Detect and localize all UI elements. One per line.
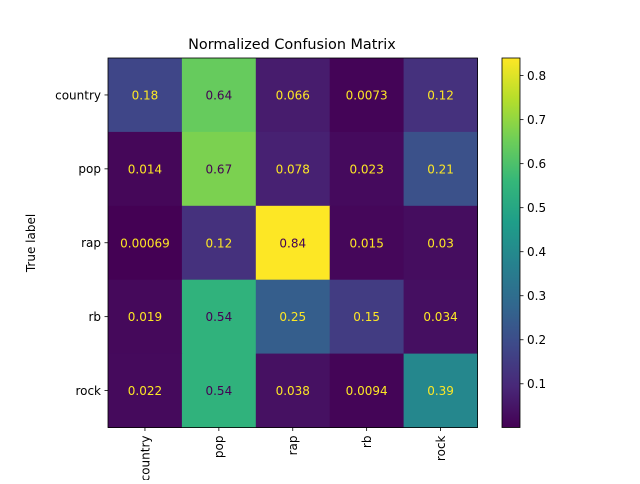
colorbar-tick-label: 0.7 [527,113,546,127]
colorbar-tick-label: 0.1 [527,377,546,391]
heatmap-cell-country-country [108,58,183,133]
heatmap-cell-rb-rb [329,279,405,355]
cell-value-label: 0.54 [205,310,232,324]
heatmap-cell-rb-country [108,279,183,355]
cell-value-label: 0.0073 [346,88,388,102]
cell-value-label: 0.67 [205,162,232,176]
cell-value-label: 0.18 [132,88,159,102]
cell-value-label: 0.034 [423,310,457,324]
x-tick-label-pop: pop [212,436,226,459]
cell-value-label: 0.022 [128,384,162,398]
cell-value-label: 0.54 [205,384,232,398]
heatmap-cell-rap-rb [329,205,405,281]
cell-value-label: 0.39 [427,384,454,398]
colorbar-tick-label: 0.8 [527,69,546,83]
heatmap-cell-country-rock [403,58,478,133]
heatmap-cell-country-pop [181,58,257,133]
colorbar-tick-label: 0.3 [527,289,546,303]
colorbar-gradient [502,58,520,428]
y-axis-label: True label [24,214,38,273]
colorbar-tick-label: 0.4 [527,245,546,259]
heatmap-cell-pop-rock [403,131,478,207]
heatmap-cell-pop-rap [255,131,331,207]
cell-value-label: 0.038 [276,384,310,398]
heatmap-cell-rap-country [108,205,183,281]
y-tick-label-rb: rb [88,310,101,324]
colorbar-tick-label: 0.2 [527,333,546,347]
y-tick-label-rock: rock [75,384,101,398]
cell-value-label: 0.84 [279,236,306,250]
x-tick-label-rock: rock [434,435,448,461]
heatmap-cell-pop-pop [181,131,257,207]
chart-title: Normalized Confusion Matrix [188,37,396,53]
heatmap-cell-rap-rock [403,205,478,281]
cell-value-label: 0.15 [353,310,380,324]
cell-value-label: 0.03 [427,236,454,250]
heatmap-cell-rock-pop [181,353,257,428]
cell-value-label: 0.12 [205,236,232,250]
cell-value-label: 0.25 [279,310,306,324]
heatmap-cell-rb-rock [403,279,478,355]
heatmap-cell-rap-pop [181,205,257,281]
colorbar-tick-label: 0.6 [527,157,546,171]
heatmap-axes: country pop rap rb rock country pop rap rb rock [55,57,478,481]
heatmap-cell-rap-rap [255,205,331,281]
y-tick-label-pop: pop [78,162,101,176]
cell-value-label: 0.21 [427,162,454,176]
heatmap-cell-rock-rb [329,353,405,428]
cell-value-label: 0.023 [349,162,383,176]
heatmap-cell-rb-rap [255,279,331,355]
cell-value-label: 0.00069 [120,236,170,250]
heatmap-cell-country-rb [329,58,405,133]
cell-value-label: 0.12 [427,88,454,102]
cell-value-label: 0.014 [128,162,162,176]
heatmap-cell-rock-country [108,353,183,428]
heatmap-cell-rock-rock [403,353,478,428]
colorbar-tick-label: 0.5 [527,201,546,215]
cell-value-label: 0.64 [205,88,232,102]
x-tick-label-rap: rap [286,436,300,456]
cell-value-label: 0.078 [276,162,310,176]
x-tick-label-rb: rb [360,436,374,449]
y-tick-label-rap: rap [81,236,101,250]
cell-value-label: 0.015 [349,236,383,250]
colorbar: 0.1 0.2 0.3 0.4 0.5 0.6 0.7 0.8 [501,57,546,428]
colorbar-frame [501,57,521,428]
heatmap-cell-rock-rap [255,353,331,428]
x-tick-label-country: country [138,436,152,481]
heatmap-cell-pop-country [108,131,183,207]
heatmap-cells [108,58,478,428]
heatmap-cell-country-rap [255,58,331,133]
heatmap-cell-pop-rb [329,131,405,207]
heatmap-cell-labels: 0.18 0.64 0.066 0.0073 0.12 0.014 0.67 0.078 0.0… [120,88,458,398]
cell-value-label: 0.066 [276,88,310,102]
cell-value-label: 0.019 [128,310,162,324]
cell-value-label: 0.0094 [346,384,388,398]
heatmap-cell-rb-pop [181,279,257,355]
y-tick-label-country: country [55,88,101,102]
